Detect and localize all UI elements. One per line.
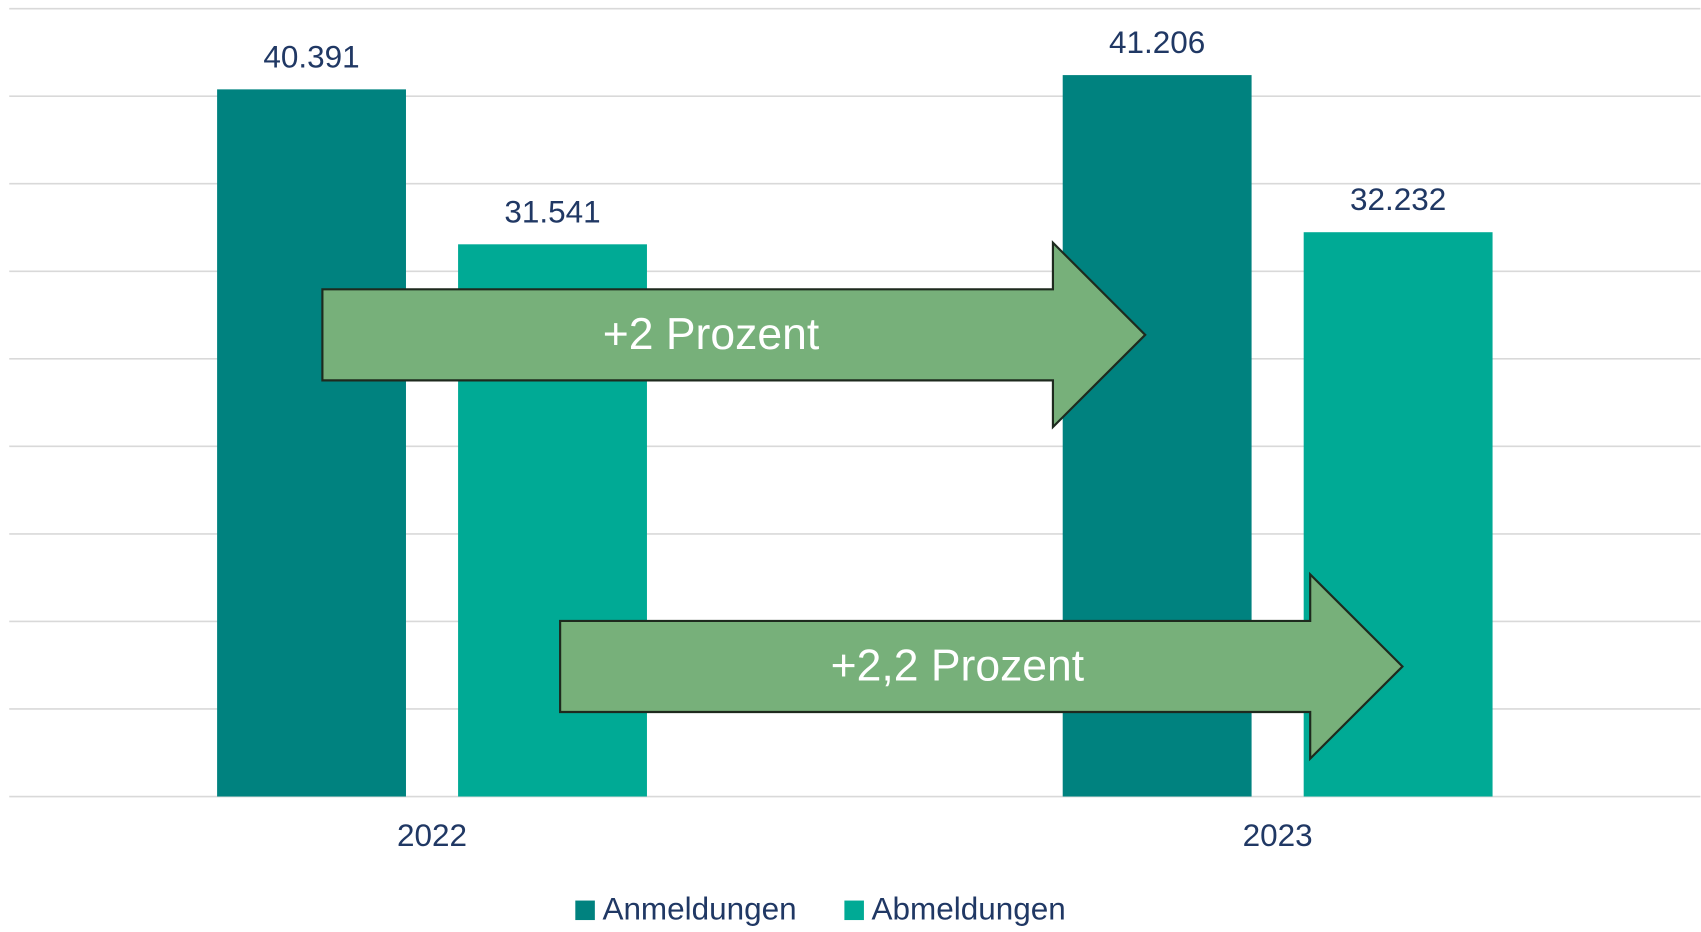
plot: 2022 40.391 31.541 2023 41.206 32.232 +2 Proze… bbox=[9, 7, 1701, 927]
annotation: +2 Prozent bbox=[603, 310, 820, 359]
annotation: +2,2 Prozent bbox=[831, 641, 1085, 690]
bar bbox=[217, 89, 406, 797]
data-label: 40.391 bbox=[263, 39, 359, 74]
legend-label: Abmeldungen bbox=[872, 892, 1066, 927]
arrow bbox=[321, 240, 1147, 430]
x-tick-label: 2023 bbox=[1243, 818, 1313, 853]
legend-label: Anmeldungen bbox=[602, 892, 796, 927]
legend-swatch bbox=[844, 900, 864, 921]
data-label: 41.206 bbox=[1109, 25, 1205, 60]
data-label: 31.541 bbox=[504, 194, 600, 229]
x-tick-label: 2022 bbox=[397, 818, 467, 853]
data-label: 32.232 bbox=[1350, 182, 1446, 217]
legend-swatch bbox=[575, 900, 595, 921]
arrow bbox=[559, 571, 1405, 762]
